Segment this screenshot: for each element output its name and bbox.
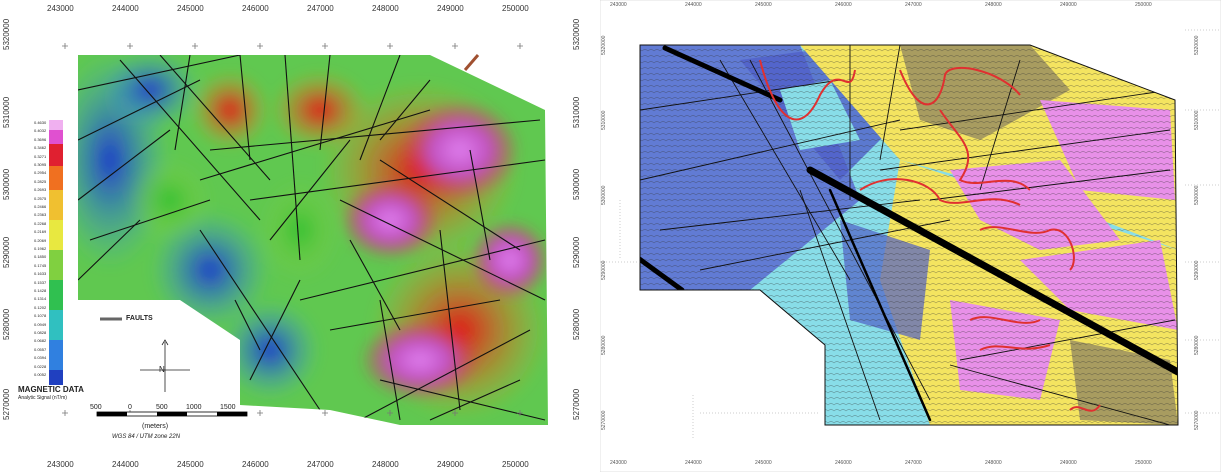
- legend-value: 0.1962: [34, 246, 47, 251]
- x-tick-label: 250000: [1135, 460, 1152, 466]
- legend-value: 0.1633: [34, 271, 47, 277]
- x-tick-label: 244000: [112, 4, 139, 13]
- legend-value: 0.2954: [34, 170, 47, 176]
- anomaly-surface: [78, 55, 548, 425]
- legend-value: 0.1314: [34, 296, 47, 302]
- legend-value: 0.0557: [34, 346, 47, 352]
- legend-subtitle: Analytic Signal (nT/m): [18, 395, 67, 401]
- legend-value: 0.0828: [34, 330, 47, 335]
- x-tick-label: 247000: [307, 4, 334, 13]
- x-tick-label: 249000: [1060, 2, 1077, 8]
- x-tick-label: 250000: [1135, 2, 1152, 8]
- legend-title: MAGNETIC DATA: [18, 385, 84, 394]
- x-tick-label: 250000: [502, 460, 529, 469]
- x-tick-label: 244000: [685, 2, 702, 8]
- x-tick-label: 246000: [835, 2, 852, 8]
- legend-value: 0.1537: [34, 279, 47, 285]
- legend-value: 0.3271: [34, 153, 47, 159]
- legend-value: 0.3696: [34, 136, 47, 142]
- x-tick-label: 244000: [112, 460, 139, 469]
- legend-value: 0.2693: [34, 187, 47, 193]
- x-tick-label: 249000: [437, 4, 464, 13]
- legend-value: 0.0394: [34, 355, 47, 361]
- scale-label: 0: [128, 404, 132, 411]
- x-tick-label: 247000: [905, 460, 922, 466]
- geology-map-panel: 243000 244000 245000 246000 247000 248000 2490…: [600, 0, 1221, 472]
- legend-value: 0.2363: [34, 212, 47, 218]
- legend-value: 0.2268: [34, 220, 47, 226]
- legend-value: 0.2466: [34, 204, 47, 209]
- x-tick-label: 243000: [610, 460, 627, 466]
- x-tick-label: 245000: [177, 4, 204, 13]
- geology-map: [600, 0, 1221, 472]
- scale-unit: (meters): [142, 423, 169, 430]
- legend-value: 0.0052: [34, 372, 47, 377]
- x-tick-label: 246000: [835, 460, 852, 466]
- magnetic-anomaly-map: [49, 43, 548, 425]
- x-tick-label: 250000: [502, 4, 529, 13]
- legend-value: 0.1745: [34, 262, 47, 268]
- legend-value: 0.2575: [34, 195, 47, 201]
- geology-units: [640, 45, 1178, 425]
- x-tick-label: 248000: [985, 2, 1002, 8]
- legend-value: 0.0682: [34, 338, 47, 344]
- x-tick-label: 247000: [905, 2, 922, 8]
- scale-bar: [96, 411, 248, 417]
- legend-value: 0.2069: [34, 237, 47, 243]
- x-tick-label: 245000: [755, 2, 772, 8]
- x-tick-label: 248000: [372, 4, 399, 13]
- scale-label: 1500: [220, 404, 236, 411]
- legend-value: 0.1850: [34, 254, 47, 260]
- legend-value: 0.0949: [34, 321, 47, 327]
- scale-label: 1000: [186, 404, 202, 411]
- faults-label: FAULTS: [126, 315, 153, 322]
- scale-label: 500: [90, 404, 102, 411]
- magnetic-map-panel: 243000 244000 245000 246000 247000 248000 2490…: [0, 0, 600, 472]
- x-tick-label: 249000: [437, 460, 464, 469]
- legend-value: 0.3095: [34, 162, 47, 167]
- x-tick-label: 243000: [47, 460, 74, 469]
- projection-label: WGS 84 / UTM zone 22N: [112, 434, 181, 440]
- x-tick-label: 244000: [685, 460, 702, 466]
- legend-value: 0.1428: [34, 288, 47, 293]
- legend-value: 0.4630: [34, 120, 47, 125]
- x-tick-label: 243000: [47, 4, 74, 13]
- x-tick-label: 248000: [372, 460, 399, 469]
- x-tick-label: 245000: [755, 460, 772, 466]
- x-tick-label: 246000: [242, 460, 269, 469]
- legend-value: 0.1202: [34, 304, 47, 310]
- legend-color-bar: [49, 120, 63, 385]
- north-label: N: [159, 365, 165, 374]
- x-tick-label: 246000: [242, 4, 269, 13]
- x-tick-label: 247000: [307, 460, 334, 469]
- x-tick-label: 248000: [985, 460, 1002, 466]
- legend-value: 0.2169: [34, 229, 47, 235]
- legend-value: 0.1078: [34, 313, 47, 319]
- legend-value: 0.3462: [34, 145, 47, 151]
- x-tick-label: 243000: [610, 2, 627, 8]
- x-tick-label: 245000: [177, 460, 204, 469]
- legend-value: 0.4032: [34, 128, 47, 134]
- fault-lines: [78, 55, 546, 421]
- legend-value: 0.0228: [34, 363, 47, 369]
- north-arrow-icon: [140, 339, 190, 392]
- x-tick-label: 249000: [1060, 460, 1077, 466]
- legend-value: 0.2825: [34, 178, 47, 184]
- grid-dotted-lines: [600, 29, 1221, 440]
- scale-label: 500: [156, 404, 168, 411]
